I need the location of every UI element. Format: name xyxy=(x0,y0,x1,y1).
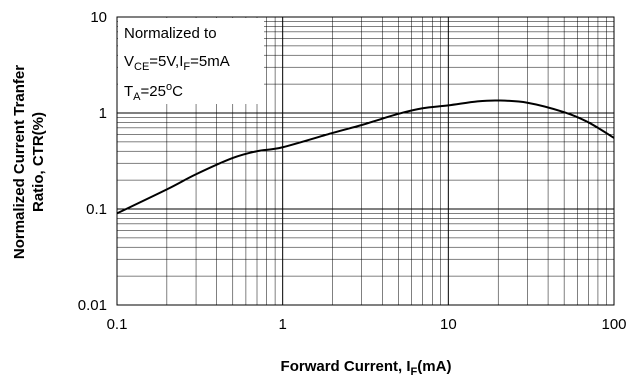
y-axis-title-line-2: Ratio, CTR(%) xyxy=(30,112,47,212)
x-axis-title: Forward Current, IF(mA) xyxy=(281,358,452,376)
y-tick-label: 0.1 xyxy=(86,201,107,218)
annotation-box xyxy=(118,18,264,104)
annotation-line-1: Normalized to xyxy=(124,25,217,42)
y-tick-label: 10 xyxy=(90,9,107,26)
plot-frame xyxy=(116,16,615,306)
x-tick-labels: 0.1 1 10 100 xyxy=(107,316,627,333)
x-tick-label: 10 xyxy=(440,316,457,333)
series-line-ctr xyxy=(116,99,615,215)
y-axis-title-line-1: Normalized Current Tranfer xyxy=(11,65,28,259)
x-tick-label: 0.1 xyxy=(107,316,128,333)
x-tick-label: 100 xyxy=(601,316,626,333)
y-tick-label: 1 xyxy=(99,105,107,122)
y-tick-label: 0.01 xyxy=(78,297,107,314)
y-tick-labels: 0.01 0.1 1 10 xyxy=(78,9,107,314)
annotation-line-3: TA=25oC xyxy=(124,81,183,103)
annotation-line-2: VCE=5V,IF=5mA xyxy=(124,53,230,73)
x-tick-label: 1 xyxy=(278,316,286,333)
